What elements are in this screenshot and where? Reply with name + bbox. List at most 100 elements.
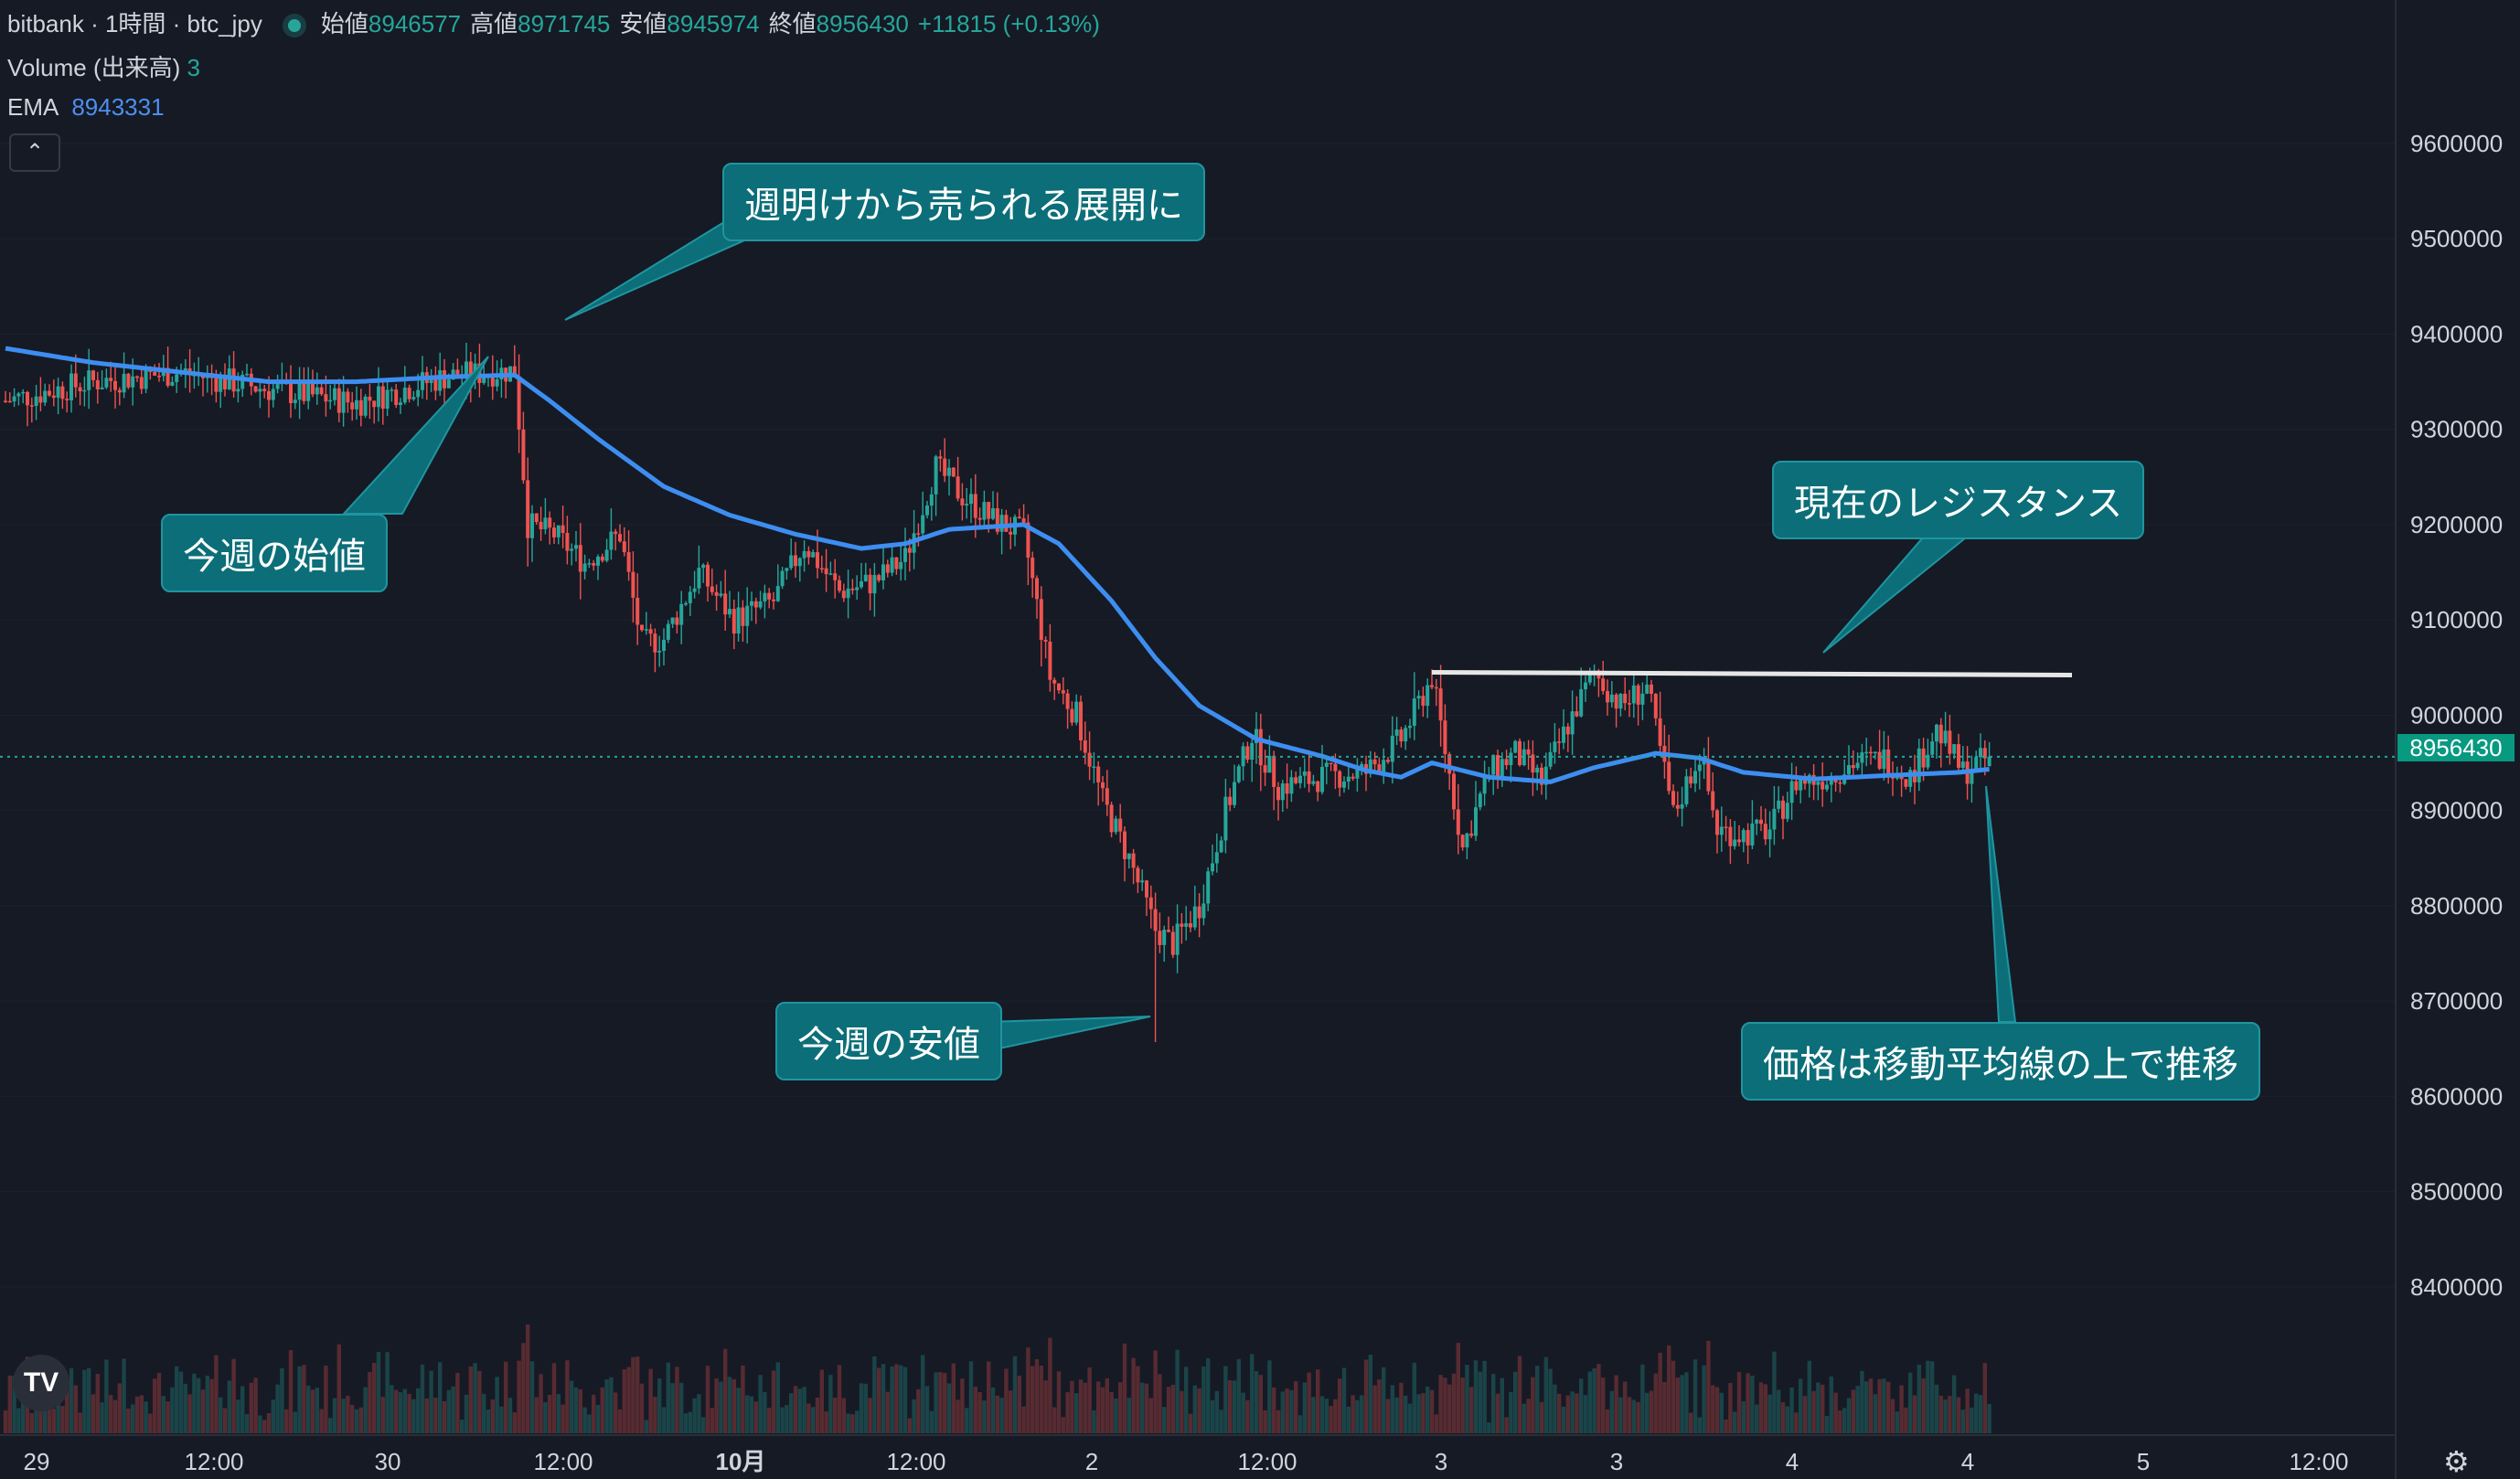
volume-bar bbox=[512, 1412, 517, 1433]
candle-body bbox=[1416, 696, 1421, 699]
volume-bar bbox=[1438, 1375, 1443, 1433]
volume-bar bbox=[943, 1373, 947, 1433]
candle-body bbox=[1667, 761, 1671, 792]
volume-bar bbox=[631, 1357, 635, 1433]
volume-bar bbox=[504, 1361, 508, 1433]
candle-body bbox=[881, 564, 885, 580]
candle-body bbox=[1438, 688, 1443, 721]
candle-body bbox=[1338, 771, 1342, 788]
volume-bar bbox=[156, 1372, 162, 1433]
volume-bar bbox=[1421, 1393, 1426, 1433]
volume-bar bbox=[604, 1379, 609, 1433]
candle-body bbox=[1118, 818, 1123, 832]
ema-label: EMA bbox=[7, 93, 59, 121]
volume-bar bbox=[144, 1401, 148, 1433]
candle-body bbox=[973, 494, 977, 518]
volume-bar bbox=[639, 1383, 645, 1433]
volume-bar bbox=[1789, 1387, 1794, 1433]
volume-bar bbox=[697, 1394, 701, 1433]
volume-bar bbox=[175, 1366, 179, 1433]
volume-legend[interactable]: Volume (出来高) 3 bbox=[7, 49, 209, 83]
volume-bar bbox=[1583, 1395, 1588, 1433]
candle-body bbox=[631, 571, 635, 598]
candle-body bbox=[574, 545, 578, 549]
volume-bar bbox=[710, 1408, 714, 1433]
candle-body bbox=[767, 592, 772, 600]
volume-bar bbox=[1026, 1347, 1030, 1433]
volume-bar bbox=[266, 1413, 272, 1433]
volume-bar bbox=[1623, 1381, 1628, 1433]
volume-bar bbox=[1873, 1394, 1877, 1433]
volume-bar bbox=[249, 1382, 253, 1433]
candle-body bbox=[433, 377, 438, 391]
volume-bar bbox=[1960, 1410, 1965, 1433]
ema-legend[interactable]: EMA 8943331 bbox=[7, 93, 165, 122]
candle-body bbox=[846, 588, 850, 599]
candle-body bbox=[1904, 779, 1908, 787]
candle-body bbox=[1684, 776, 1689, 804]
volume-bar bbox=[1030, 1366, 1035, 1433]
volume-bar bbox=[793, 1386, 798, 1433]
volume-bar bbox=[1127, 1398, 1131, 1433]
volume-bar bbox=[771, 1370, 776, 1433]
volume-bar bbox=[1653, 1373, 1658, 1433]
candle-body bbox=[1211, 863, 1214, 872]
volume-bar bbox=[1794, 1412, 1799, 1433]
price-axis[interactable]: 9600000 9500000 9400000 9300000 9200000 91000… bbox=[2410, 130, 2503, 1301]
symbol-title[interactable]: bitbank · 1時間 · btc_jpy bbox=[7, 10, 262, 37]
volume-bar bbox=[1851, 1389, 1855, 1433]
candle-body bbox=[885, 564, 890, 573]
candle-body bbox=[561, 525, 565, 534]
candle-body bbox=[1298, 775, 1302, 783]
volume-bar bbox=[332, 1398, 337, 1433]
volume-bar bbox=[424, 1398, 429, 1433]
volume-bar bbox=[1636, 1401, 1640, 1433]
candle-body bbox=[741, 607, 745, 626]
volume-bar bbox=[1509, 1391, 1513, 1433]
candle-body bbox=[578, 545, 582, 572]
candle-body bbox=[60, 386, 65, 399]
candle-body bbox=[1035, 578, 1039, 600]
volume-bar bbox=[741, 1365, 745, 1433]
volume-bar bbox=[1021, 1406, 1026, 1433]
tradingview-logo-icon[interactable]: TV bbox=[13, 1355, 69, 1411]
volume-bar bbox=[1495, 1393, 1500, 1433]
volume-bar bbox=[614, 1392, 618, 1433]
volume-bar bbox=[938, 1372, 943, 1433]
volume-bar bbox=[1692, 1359, 1698, 1433]
volume-bar bbox=[1316, 1369, 1320, 1433]
candle-body bbox=[947, 467, 951, 476]
time-axis[interactable]: 29 12:00 30 12:00 10月 12:00 2 12:00 3 3 4 4 5 12:00 bbox=[24, 1448, 2349, 1475]
candle-body bbox=[1609, 694, 1614, 703]
candle-body bbox=[170, 382, 175, 386]
volume-bar bbox=[1210, 1399, 1215, 1433]
volume-bar bbox=[692, 1398, 697, 1433]
volume-bar bbox=[1504, 1417, 1509, 1433]
candle-body bbox=[1974, 757, 1979, 771]
candle-body bbox=[657, 650, 662, 653]
volume-bar bbox=[78, 1412, 82, 1433]
candle-body bbox=[319, 387, 324, 395]
gear-icon[interactable]: ⚙ bbox=[2443, 1445, 2470, 1478]
volume-bar bbox=[499, 1406, 504, 1433]
volume-bar bbox=[1447, 1384, 1452, 1433]
candle-body bbox=[609, 531, 614, 550]
volume-bar bbox=[368, 1371, 372, 1433]
candle-body bbox=[1728, 826, 1733, 846]
volume-bar bbox=[1667, 1345, 1671, 1433]
volume-bar bbox=[543, 1401, 548, 1433]
collapse-legend-button[interactable]: ⌃ bbox=[9, 133, 60, 172]
candle-body bbox=[1943, 730, 1948, 744]
volume-bar bbox=[161, 1396, 166, 1433]
candle-body bbox=[1689, 776, 1693, 784]
candle-body bbox=[1167, 930, 1170, 932]
candle-body bbox=[1680, 803, 1684, 809]
volume-bar bbox=[1842, 1408, 1847, 1433]
volume-bar bbox=[336, 1344, 341, 1433]
time-tick-label: 5 bbox=[2137, 1448, 2150, 1475]
volume-bar bbox=[1276, 1410, 1281, 1433]
volume-bar bbox=[1052, 1407, 1057, 1433]
candle-body bbox=[78, 387, 82, 392]
candle-body bbox=[666, 623, 670, 640]
